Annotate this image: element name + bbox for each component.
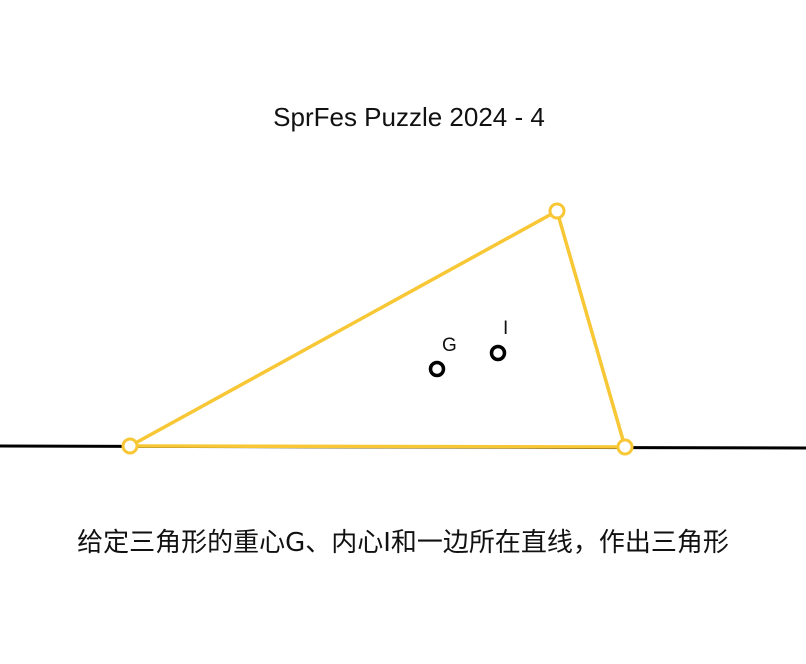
centroid-label: G	[442, 335, 457, 356]
triangle	[128, 209, 627, 449]
vertex-b[interactable]	[548, 202, 566, 220]
centroid-point[interactable]	[428, 360, 446, 378]
triangle-side-bc	[555, 209, 627, 449]
incenter-point[interactable]	[489, 344, 507, 362]
triangle-side-ab	[128, 209, 559, 448]
vertex-c[interactable]	[616, 438, 634, 456]
vertex-a[interactable]	[121, 437, 139, 455]
incenter-label: I	[503, 318, 508, 339]
problem-statement: 给定三角形的重心G、内心I和一边所在直线，作出三角形	[77, 528, 729, 558]
triangle-side-ca	[128, 444, 627, 449]
puzzle-title: SprFes Puzzle 2024 - 4	[273, 102, 545, 132]
